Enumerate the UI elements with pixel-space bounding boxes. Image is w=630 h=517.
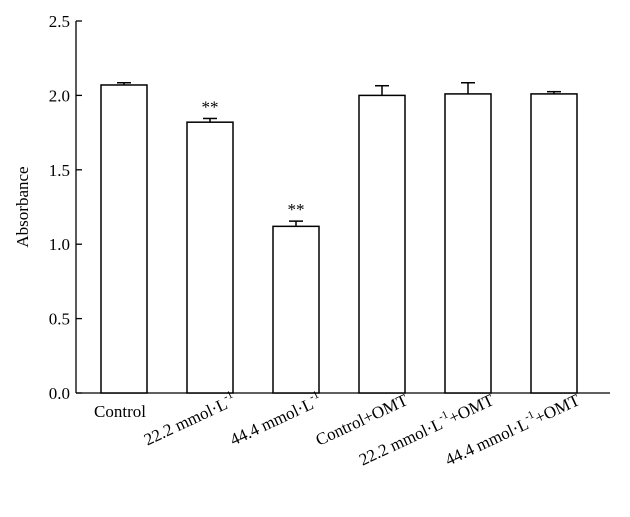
significance-label: ** [288, 200, 305, 219]
significance-label: ** [202, 97, 219, 116]
category-label: 44.4 mmol·L-1 [226, 389, 325, 450]
category-label: Control [94, 402, 146, 421]
y-tick-label: 2.5 [49, 12, 70, 31]
y-tick-label: 0.5 [49, 310, 70, 329]
bar [444, 93, 492, 394]
bar [358, 94, 406, 394]
y-axis-title: Absorbance [13, 166, 32, 247]
bars [100, 82, 578, 394]
y-tick-label: 1.5 [49, 161, 70, 180]
category-label: 22.2 mmol·L-1 [140, 389, 239, 450]
y-tick-label: 0.0 [49, 384, 70, 403]
bar [186, 121, 234, 394]
bar [530, 93, 578, 394]
labels: Control**22.2 mmol·L-1**44.4 mmol·L-1Con… [94, 97, 583, 469]
bar [100, 84, 148, 394]
y-tick-label: 2.0 [49, 86, 70, 105]
category-label: 44.4 mmol·L-1+OMT [441, 388, 583, 469]
axes: 0.0 0.5 1.0 1.5 2.0 2.5 [49, 12, 610, 403]
bar [272, 225, 320, 394]
y-tick-label: 1.0 [49, 235, 70, 254]
